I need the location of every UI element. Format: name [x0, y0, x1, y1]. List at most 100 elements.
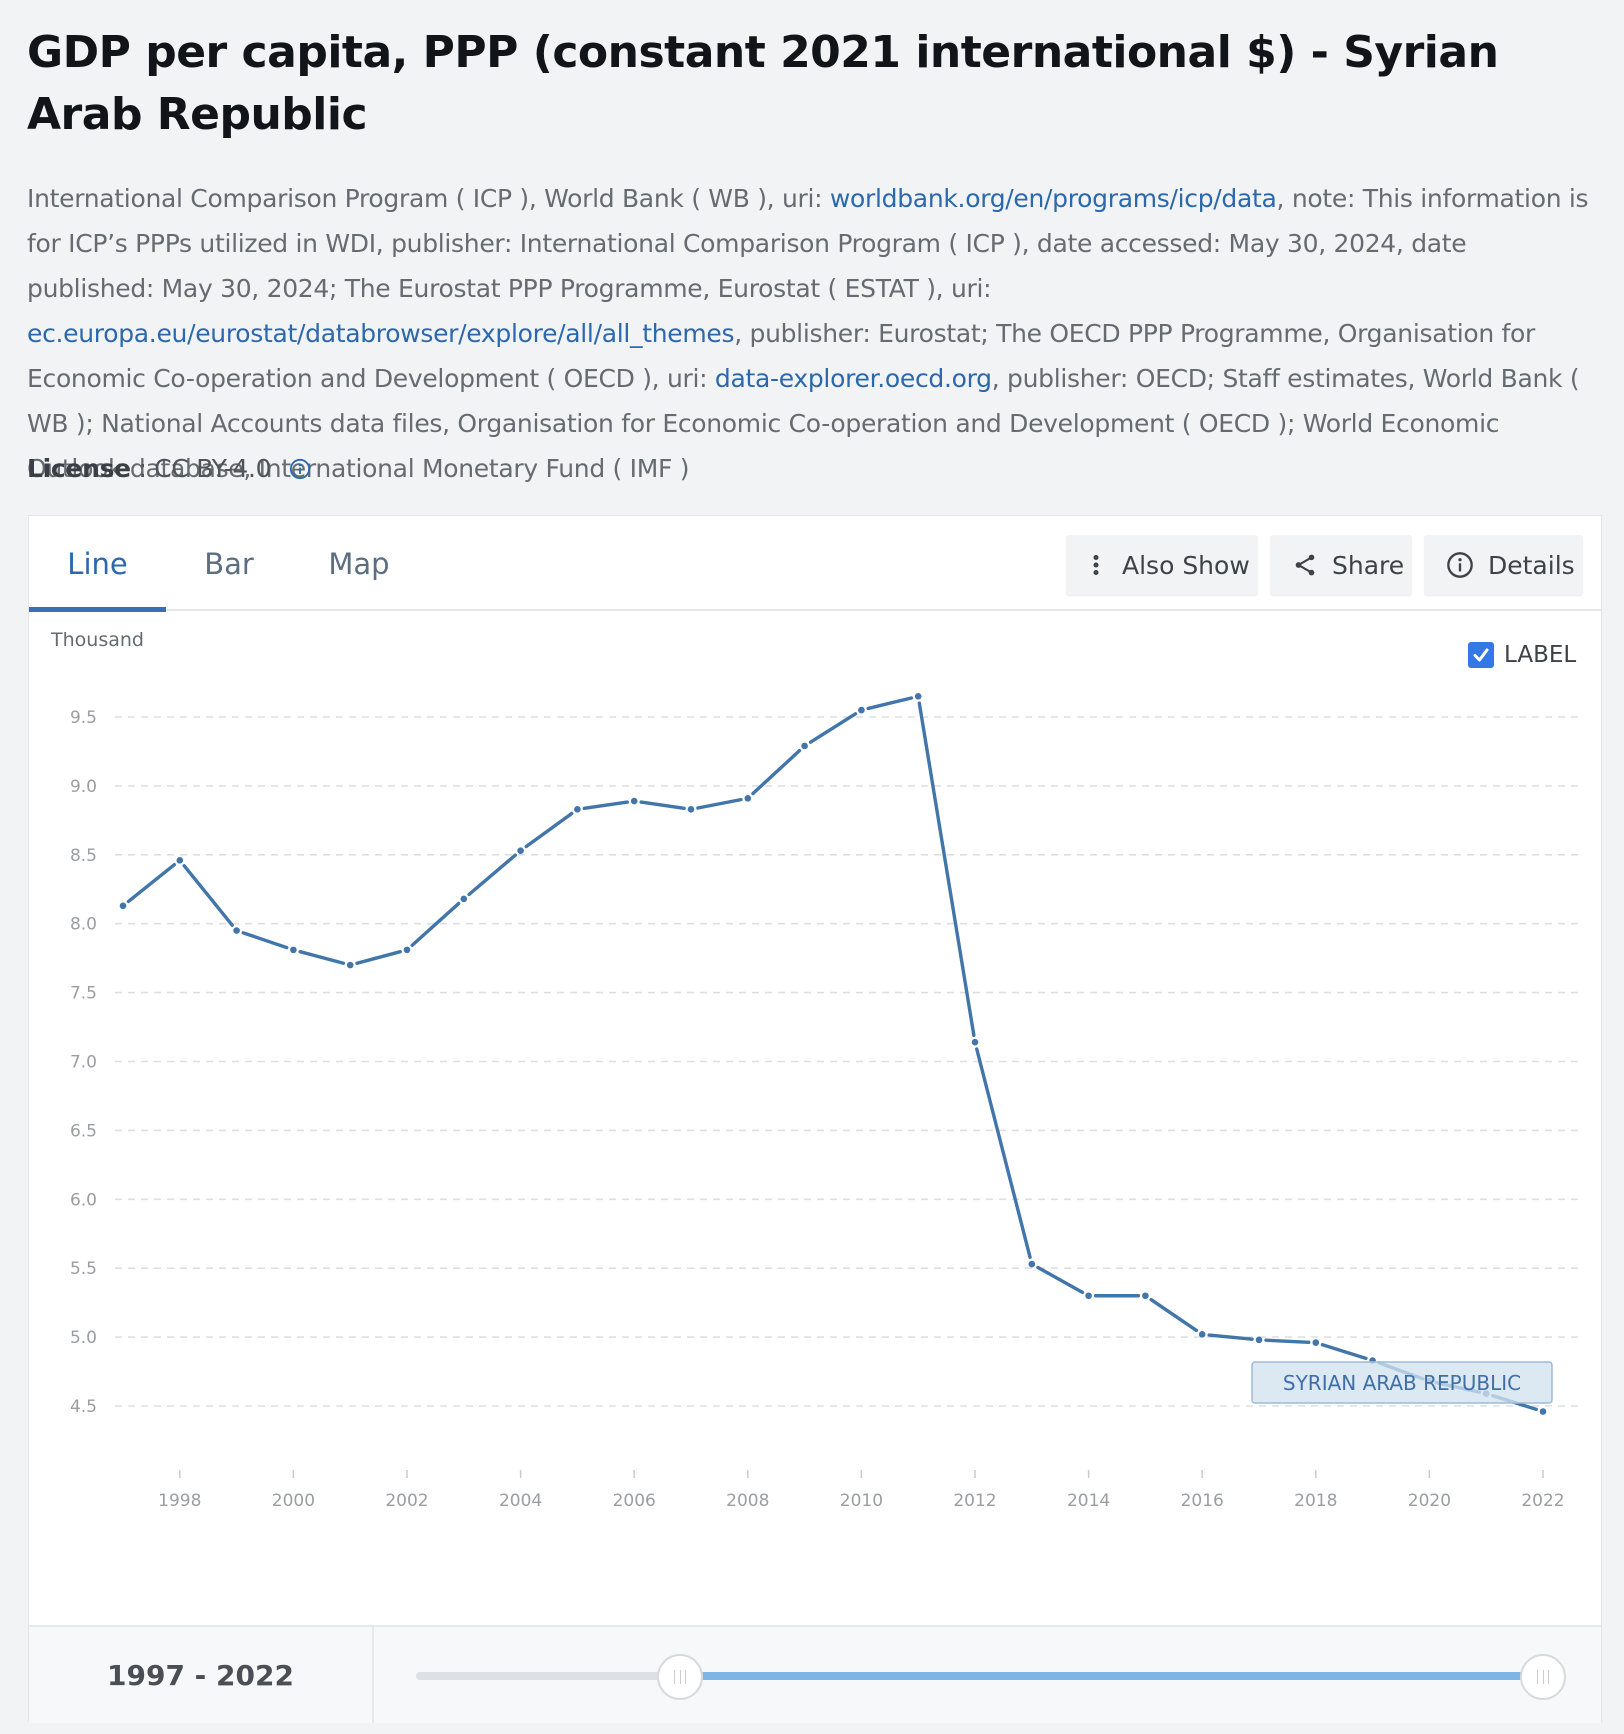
data-point	[119, 902, 127, 910]
x-tick-label: 1998	[158, 1491, 201, 1511]
gridlines	[115, 716, 1583, 1407]
also-show-label: Also Show	[1122, 550, 1250, 580]
source-link[interactable]: ec.europa.eu/eurostat/databrowser/explor…	[27, 319, 735, 348]
series-label-box	[1251, 1361, 1553, 1404]
page-title: GDP per capita, PPP (constant 2021 inter…	[27, 27, 1499, 140]
data-point	[233, 927, 240, 934]
y-tick-label: 8.0	[70, 915, 97, 935]
also-show-button[interactable]: Also Show	[1066, 535, 1258, 595]
x-axis-ticks: 1998 2000 2002 2004 2006 2008 2010 2012 2014 2016…	[158, 1470, 1565, 1511]
data-point	[1255, 1336, 1263, 1344]
data-point	[744, 795, 752, 802]
range-start-handle[interactable]	[656, 1654, 703, 1700]
y-tick-label: 7.5	[70, 984, 97, 1004]
year-range-slider-panel: 1997 - 2022	[29, 1625, 1601, 1723]
series-segment	[182, 864, 234, 927]
details-button[interactable]: Details	[1424, 535, 1583, 595]
data-point	[971, 1038, 979, 1046]
year-range-selected-fill	[679, 1672, 1543, 1680]
source-text: , publisher: OECD; Staff estimates, Worl…	[27, 364, 1580, 483]
label-toggle-text: LABEL	[1504, 642, 1577, 668]
share-label: Share	[1332, 550, 1405, 580]
data-point	[176, 857, 184, 864]
series-segment	[1207, 1333, 1254, 1341]
series-segment	[582, 800, 629, 811]
x-tick-label: 2002	[385, 1491, 428, 1511]
series-segment	[1320, 1343, 1368, 1361]
tab-map[interactable]: Map	[328, 546, 390, 581]
y-tick-label: 6.0	[70, 1190, 97, 1210]
source-text: , publisher: Eurostat; The OECD PPP Prog…	[27, 319, 1536, 393]
share-icon	[1295, 554, 1315, 576]
line-chart: 9.5 9.0 8.5 8.0 7.5 7.0 6.5 6.0 5.5 5.0 4.5 1998 20…	[70, 693, 1583, 1511]
series-segment	[524, 811, 574, 849]
data-point	[574, 806, 581, 813]
label-toggle[interactable]: LABEL	[1468, 642, 1576, 668]
y-tick-label: 5.5	[70, 1259, 97, 1279]
license-value: CC BY-4.0	[154, 454, 272, 483]
y-axis-ticks: 9.5 9.0 8.5 8.0 7.5 7.0 6.5 6.0 5.5 5.0 4.5	[70, 708, 97, 1417]
info-circle-icon	[1447, 552, 1473, 578]
chart-card: Line Bar Map Also Show Share Details	[28, 515, 1602, 1723]
data-point	[858, 706, 865, 714]
license-row: License : CC BY-4.0	[27, 448, 311, 490]
x-tick-label: 2000	[272, 1491, 315, 1511]
y-tick-label: 7.0	[70, 1053, 97, 1073]
series-segment	[917, 701, 976, 1038]
source-link[interactable]: data-explorer.oecd.org	[714, 364, 992, 393]
series-segment	[467, 853, 517, 897]
source-link[interactable]: worldbank.org/en/programs/icp/data	[829, 184, 1277, 213]
y-tick-label: 9.0	[70, 777, 97, 797]
y-tick-label: 5.0	[70, 1328, 97, 1348]
x-tick-label: 2008	[726, 1491, 769, 1511]
y-tick-label: 4.5	[70, 1397, 97, 1417]
x-tick-label: 2010	[840, 1491, 883, 1511]
x-tick-label: 2016	[1181, 1491, 1224, 1511]
active-tab-indicator	[29, 607, 166, 612]
y-tick-label: 9.5	[70, 708, 97, 728]
x-tick-label: 2018	[1294, 1491, 1337, 1511]
series-segment	[696, 797, 743, 810]
series-segment	[298, 949, 346, 965]
share-button[interactable]: Share	[1270, 535, 1412, 595]
x-tick-label: 2006	[613, 1491, 656, 1511]
series-segment	[241, 931, 289, 950]
license-separator: :	[130, 454, 155, 483]
series-segment	[1264, 1338, 1311, 1344]
data-point	[1028, 1260, 1036, 1268]
data-point	[914, 693, 922, 700]
tab-line[interactable]: Line	[67, 546, 128, 581]
range-end-handle[interactable]	[1520, 1654, 1566, 1700]
y-tick-label: 6.5	[70, 1121, 97, 1141]
series-segment	[1036, 1265, 1085, 1295]
series-segment	[866, 696, 914, 711]
data-point	[1142, 1292, 1149, 1300]
source-citation: International Comparison Program ( ICP )…	[27, 176, 1597, 491]
series-segment	[355, 949, 402, 965]
tab-bar[interactable]: Bar	[204, 546, 254, 581]
series-points	[119, 693, 1547, 1415]
x-tick-label: 2012	[953, 1491, 996, 1511]
info-circle-icon[interactable]	[289, 458, 311, 480]
y-tick-label: 8.5	[70, 846, 97, 866]
grip-icon	[673, 1670, 686, 1684]
x-tick-label: 2020	[1408, 1491, 1451, 1511]
data-point	[801, 742, 808, 750]
label-checkbox[interactable]	[1468, 642, 1494, 668]
data-point	[1085, 1292, 1092, 1300]
x-tick-label: 2022	[1521, 1491, 1564, 1511]
data-point	[460, 895, 468, 903]
data-point	[1539, 1408, 1547, 1415]
series-label-text: SYRIAN ARAB REPUBLIC	[1283, 1371, 1521, 1395]
chart-tab-bar: Line Bar Map Also Show Share Details	[29, 516, 1601, 612]
series-label: SYRIAN ARAB REPUBLIC	[1251, 1361, 1553, 1404]
details-label: Details	[1488, 550, 1575, 580]
year-range-track[interactable]	[416, 1672, 1543, 1680]
license-label: License	[27, 454, 131, 483]
series-segment	[639, 800, 686, 811]
grip-icon	[1537, 1670, 1549, 1684]
source-text: International Comparison Program ( ICP )…	[27, 184, 830, 213]
vertical-dots-icon	[1093, 555, 1099, 575]
data-point	[403, 946, 411, 954]
data-point	[687, 806, 695, 813]
